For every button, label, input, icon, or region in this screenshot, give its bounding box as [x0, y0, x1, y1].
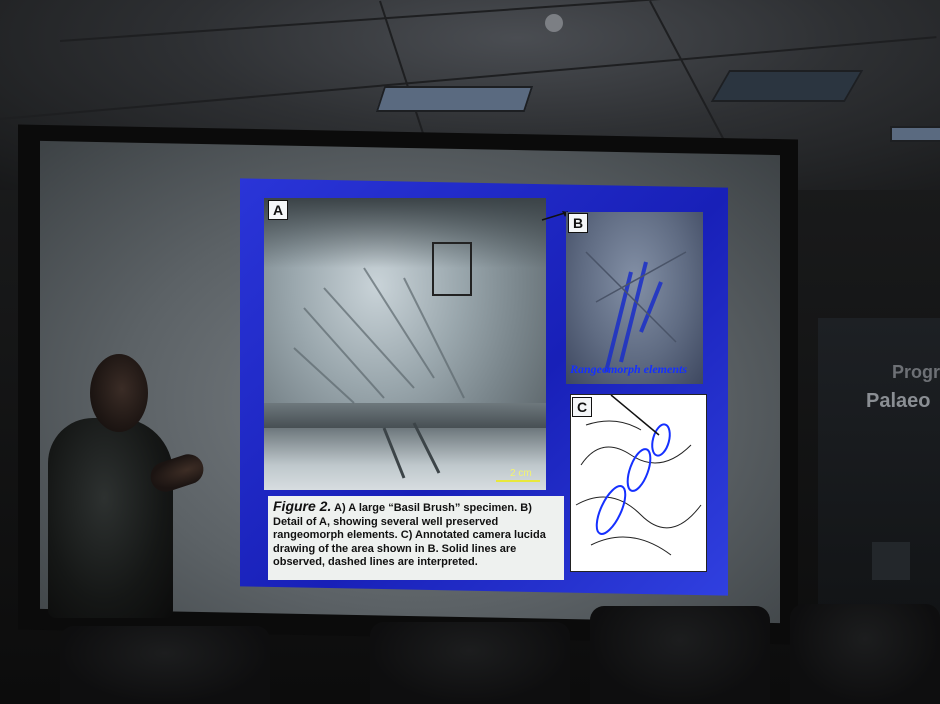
line-drawing: [575, 395, 702, 556]
fossil-photo-panel-a: 2 cm: [264, 198, 546, 490]
ceiling-light: [890, 126, 940, 142]
rangeomorph-annotation: Rangeomorph elements: [570, 362, 688, 376]
banner-text-line1: Progr: [892, 362, 940, 382]
camera-lucida-drawing-panel-c: [570, 394, 707, 572]
scale-label: 2 cm: [510, 468, 532, 479]
presenter-head: [90, 354, 148, 432]
rangeomorph-overlay: [585, 251, 687, 373]
audience-chair: [790, 604, 940, 704]
caption-figure-number: Figure 2.: [273, 498, 332, 514]
caption-text: A) A large “Basil Brush” specimen. B) De…: [273, 502, 546, 568]
panel-c-label: C: [572, 397, 592, 417]
panel-a-label: A: [268, 200, 288, 220]
fossil-detail-panel-b: [566, 212, 703, 384]
rock-edge-shadow: [264, 198, 546, 268]
audience-chair: [60, 626, 270, 704]
fossil-texture: [293, 267, 465, 479]
panel-b-label: B: [568, 213, 588, 233]
banner-logo: [872, 542, 910, 580]
air-vent: [710, 70, 864, 102]
ceiling-light: [375, 86, 534, 112]
figure-caption: Figure 2. A) A large “Basil Brush” speci…: [268, 496, 564, 580]
audience-chair: [590, 606, 770, 704]
smoke-detector: [545, 14, 563, 32]
rock-base: [264, 428, 546, 490]
audience-chair: [370, 622, 570, 704]
detail-area-box: [432, 242, 472, 296]
banner-text-line2: Palaeo: [866, 390, 931, 412]
presenter-silhouette: [48, 418, 173, 618]
scale-bar: [496, 480, 540, 482]
